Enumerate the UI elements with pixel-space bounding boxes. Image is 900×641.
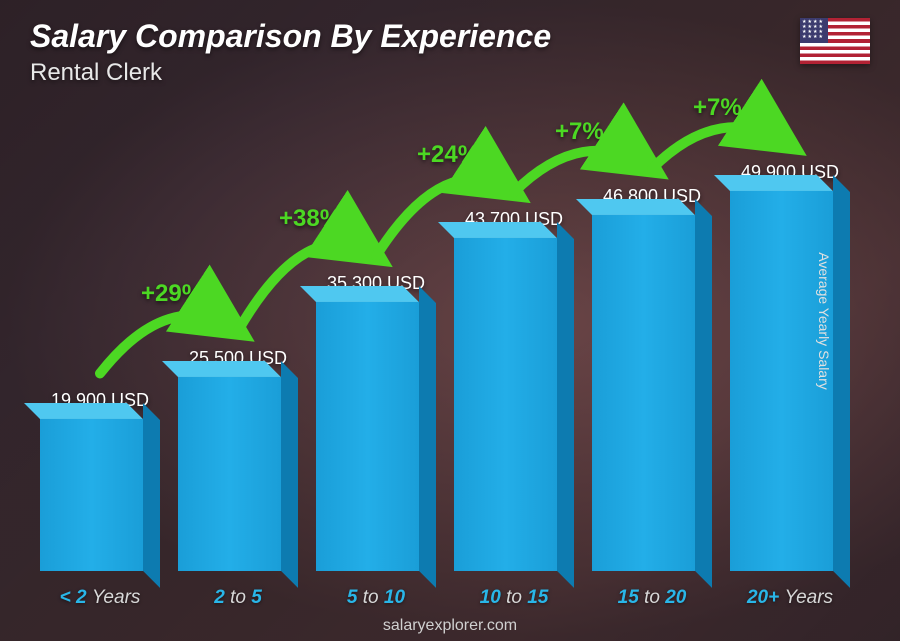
bar-group: 35,300 USD bbox=[316, 100, 436, 571]
bar bbox=[316, 302, 436, 571]
flag-stars: ★★★★★★★★★★★★★★★★ bbox=[802, 20, 824, 40]
chart-container: Salary Comparison By Experience Rental C… bbox=[0, 0, 900, 641]
bar bbox=[730, 191, 850, 571]
x-axis-label: 15 to 20 bbox=[592, 587, 712, 609]
bar-top-face bbox=[162, 361, 281, 377]
bar-top-face bbox=[24, 403, 143, 419]
x-axis-labels: < 2 Years 2 to 5 5 to 10 10 to 15 15 to 20 20… bbox=[40, 587, 850, 609]
x-axis-label: < 2 Years bbox=[40, 587, 160, 609]
bar-front-face bbox=[592, 215, 695, 571]
bar-side-face bbox=[281, 361, 298, 588]
bar-top-face bbox=[438, 222, 557, 238]
x-axis-label: 5 to 10 bbox=[316, 587, 436, 609]
y-axis-label: Average Yearly Salary bbox=[815, 252, 831, 390]
bar-side-face bbox=[695, 199, 712, 588]
chart-title: Salary Comparison By Experience bbox=[30, 18, 551, 55]
header: Salary Comparison By Experience Rental C… bbox=[30, 18, 870, 87]
bar-top-face bbox=[714, 175, 833, 191]
x-axis-label: 10 to 15 bbox=[454, 587, 574, 609]
bar bbox=[454, 238, 574, 571]
x-axis-label: 20+ Years bbox=[730, 587, 850, 609]
flag-canton: ★★★★★★★★★★★★★★★★ bbox=[800, 18, 828, 43]
bar-group: 49,900 USD bbox=[730, 100, 850, 571]
bar bbox=[178, 377, 298, 571]
bar-group: 46,800 USD bbox=[592, 100, 712, 571]
bar-top-face bbox=[576, 199, 695, 215]
bar-top-face bbox=[300, 286, 419, 302]
bar-side-face bbox=[419, 286, 436, 588]
bar bbox=[592, 215, 712, 571]
bar-group: 25,500 USD bbox=[178, 100, 298, 571]
bars-row: 19,900 USD 25,500 USD 35,300 USD 43,700 … bbox=[40, 100, 850, 571]
bar-side-face bbox=[833, 175, 850, 588]
bar-group: 19,900 USD bbox=[40, 100, 160, 571]
bar-side-face bbox=[143, 403, 160, 588]
bar-side-face bbox=[557, 222, 574, 588]
bar-front-face bbox=[454, 238, 557, 571]
bar-group: 43,700 USD bbox=[454, 100, 574, 571]
bar bbox=[40, 419, 160, 571]
bar-front-face bbox=[316, 302, 419, 571]
flag-icon: ★★★★★★★★★★★★★★★★ bbox=[800, 18, 870, 64]
footer-credit: salaryexplorer.com bbox=[0, 617, 900, 635]
x-axis-label: 2 to 5 bbox=[178, 587, 298, 609]
bar-front-face bbox=[178, 377, 281, 571]
chart-area: 19,900 USD 25,500 USD 35,300 USD 43,700 … bbox=[40, 100, 850, 571]
chart-subtitle: Rental Clerk bbox=[30, 59, 551, 87]
bar-front-face bbox=[40, 419, 143, 571]
titles: Salary Comparison By Experience Rental C… bbox=[30, 18, 551, 87]
